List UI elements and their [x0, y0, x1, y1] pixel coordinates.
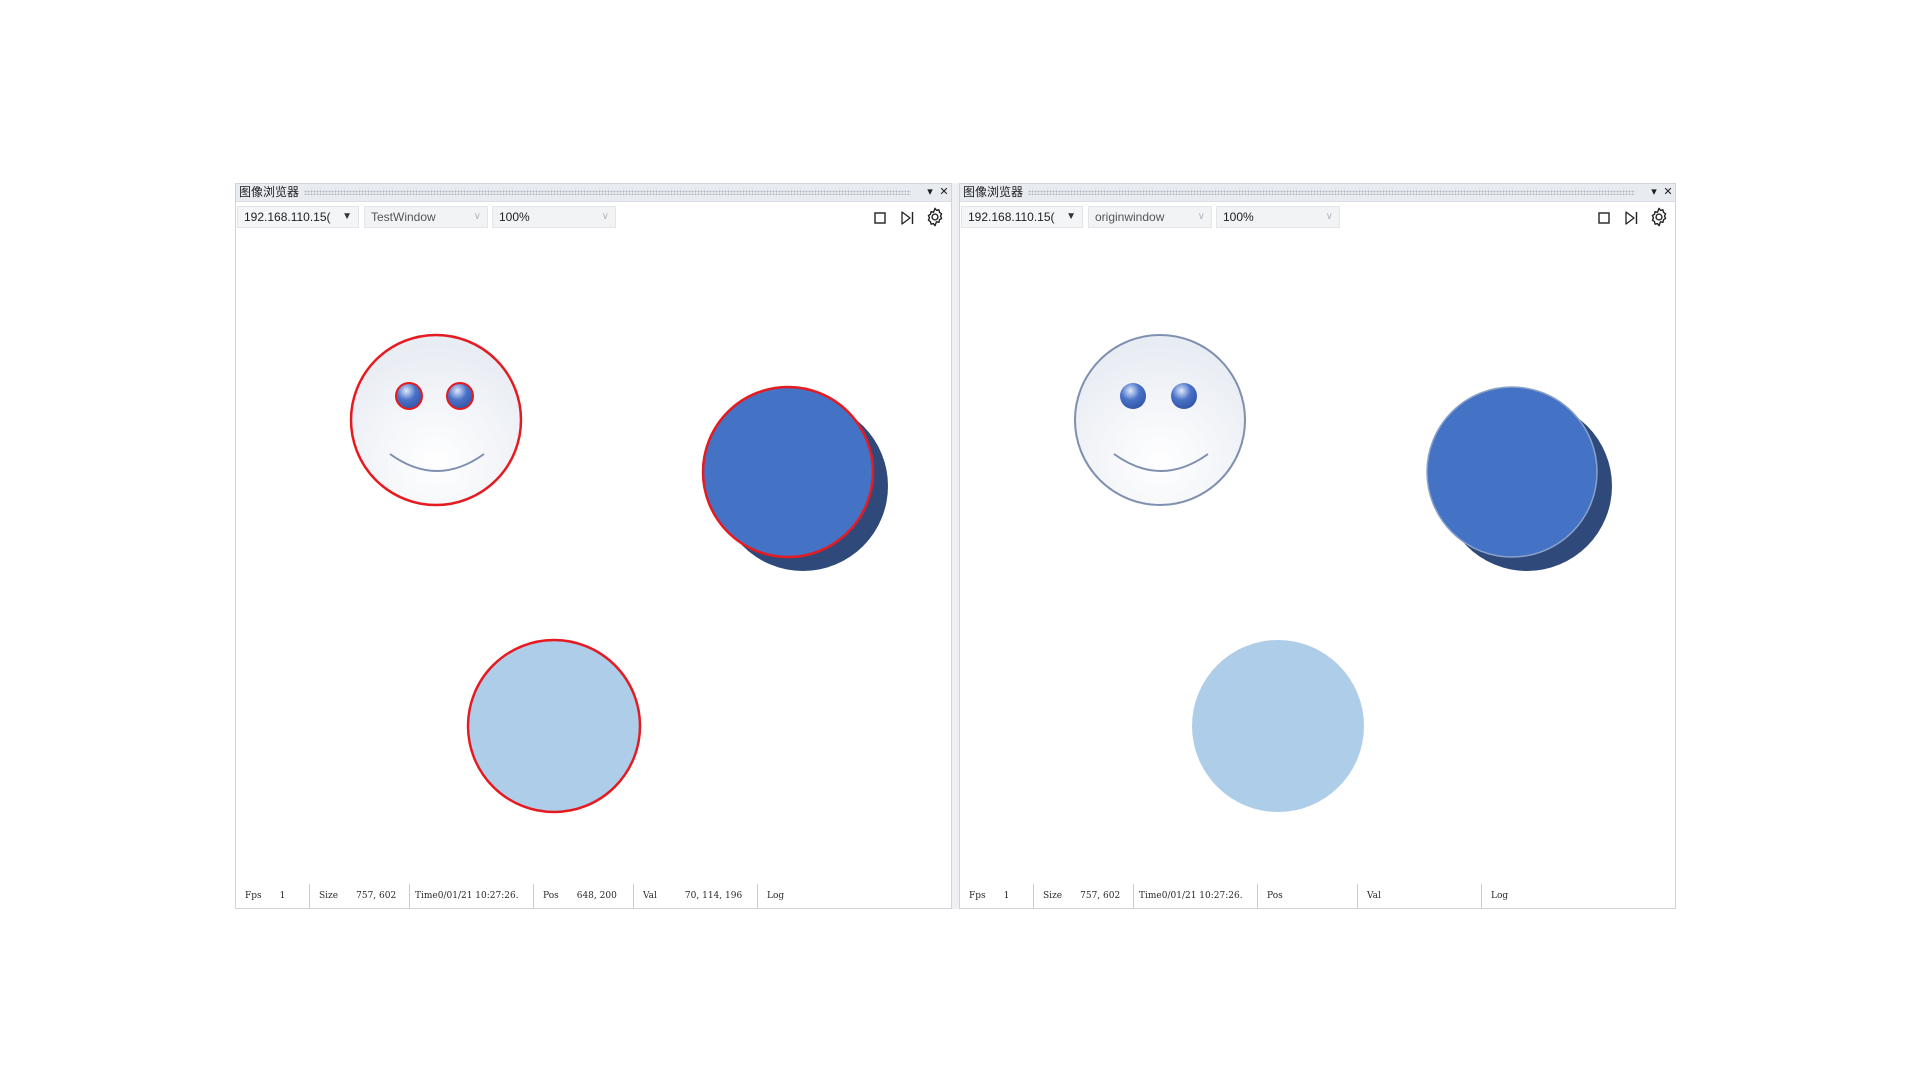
window-select[interactable]: TestWindow ∨ — [364, 206, 488, 228]
dark-blue-circle — [701, 385, 888, 571]
viewer-toolbar: 192.168.110.15( ▼ originwindow ∨ 100% ∨ — [960, 202, 1675, 230]
window-value: originwindow — [1095, 210, 1165, 224]
window-select[interactable]: originwindow ∨ — [1088, 206, 1212, 228]
ip-select[interactable]: 192.168.110.15( ▼ — [237, 206, 359, 228]
status-pos: Pos 648, 200 — [533, 884, 633, 908]
ip-select[interactable]: 192.168.110.15( ▼ — [961, 206, 1083, 228]
image-canvas[interactable] — [236, 266, 953, 840]
window-value: TestWindow — [371, 210, 436, 224]
status-val: Val — [1357, 884, 1481, 908]
gear-icon[interactable] — [924, 206, 946, 228]
ip-value: 192.168.110.15( — [968, 210, 1055, 224]
status-size: Size 757, 602 — [309, 884, 409, 908]
chevron-down-icon: ∨ — [601, 211, 609, 222]
viewer-toolbar: 192.168.110.15( ▼ TestWindow ∨ 100% ∨ — [236, 202, 951, 230]
status-log: Log — [757, 884, 952, 908]
dropdown-icon[interactable]: ▾ — [927, 186, 933, 198]
panel-titlebar[interactable]: 图像浏览器 ▾ ✕ — [960, 184, 1675, 202]
zoom-select[interactable]: 100% ∨ — [492, 206, 616, 228]
chevron-down-icon: ∨ — [473, 211, 481, 222]
smiley-face — [1074, 334, 1246, 506]
zoom-value: 100% — [1223, 210, 1254, 224]
titlebar-grip — [1028, 190, 1635, 195]
stop-icon[interactable] — [870, 208, 890, 228]
gear-icon[interactable] — [1648, 206, 1670, 228]
panel-title: 图像浏览器 — [239, 185, 300, 199]
light-blue-circle — [1192, 640, 1364, 812]
chevron-down-icon: ▼ — [342, 211, 352, 222]
zoom-select[interactable]: 100% ∨ — [1216, 206, 1340, 228]
panel-splitter[interactable] — [952, 183, 959, 909]
image-canvas[interactable] — [960, 266, 1677, 840]
status-time: Time0/01/21 10:27:26. — [409, 884, 533, 908]
chevron-down-icon: ∨ — [1325, 211, 1333, 222]
status-fps: Fps 1 — [969, 891, 1010, 901]
status-bar: Fps 1 Size 757, 602 Time0/01/21 10:27:26. … — [960, 884, 1675, 908]
status-pos: Pos — [1257, 884, 1357, 908]
stop-icon[interactable] — [1594, 208, 1614, 228]
ip-value: 192.168.110.15( — [244, 210, 331, 224]
status-size: Size 757, 602 — [1033, 884, 1133, 908]
chevron-down-icon: ∨ — [1197, 211, 1205, 222]
smiley-face — [349, 333, 523, 507]
status-time: Time0/01/21 10:27:26. — [1133, 884, 1257, 908]
step-forward-icon[interactable] — [1621, 208, 1641, 228]
step-forward-icon[interactable] — [897, 208, 917, 228]
panel-title: 图像浏览器 — [963, 185, 1024, 199]
zoom-value: 100% — [499, 210, 530, 224]
chevron-down-icon: ▼ — [1066, 211, 1076, 222]
image-viewer-panel-left: 图像浏览器 ▾ ✕ 192.168.110.15( ▼ TestWindow ∨… — [235, 183, 952, 909]
panel-titlebar[interactable]: 图像浏览器 ▾ ✕ — [236, 184, 951, 202]
status-log: Log — [1481, 884, 1676, 908]
status-bar: Fps 1 Size 757, 602 Time0/01/21 10:27:26. … — [236, 884, 951, 908]
dark-blue-circle — [1426, 386, 1612, 571]
close-icon[interactable]: ✕ — [939, 186, 949, 198]
close-icon[interactable]: ✕ — [1663, 186, 1673, 198]
image-viewer-panel-right: 图像浏览器 ▾ ✕ 192.168.110.15( ▼ originwindow… — [959, 183, 1676, 909]
light-blue-circle — [466, 638, 642, 814]
status-val: Val 70, 114, 196 — [633, 884, 757, 908]
status-fps: Fps 1 — [245, 891, 286, 901]
titlebar-grip — [304, 190, 911, 195]
dropdown-icon[interactable]: ▾ — [1651, 186, 1657, 198]
